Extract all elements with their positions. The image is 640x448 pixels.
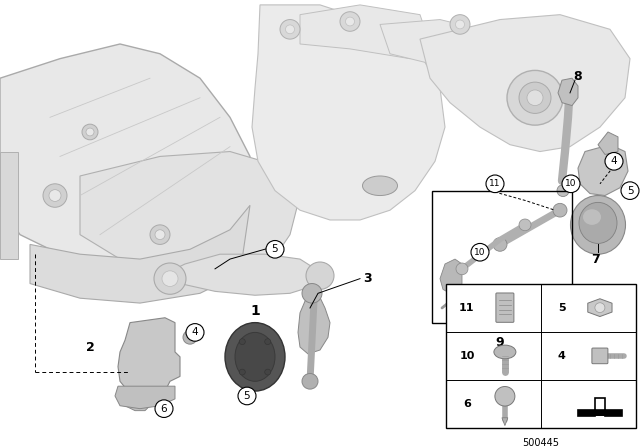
- Circle shape: [306, 262, 334, 289]
- Circle shape: [495, 387, 515, 406]
- Circle shape: [266, 241, 284, 258]
- Circle shape: [82, 124, 98, 140]
- Ellipse shape: [494, 345, 516, 359]
- Circle shape: [553, 203, 567, 217]
- Text: 6: 6: [463, 399, 471, 409]
- Circle shape: [486, 175, 504, 193]
- Circle shape: [155, 400, 173, 418]
- Circle shape: [280, 20, 300, 39]
- Bar: [578, 410, 622, 416]
- Circle shape: [238, 387, 256, 405]
- Circle shape: [557, 185, 569, 197]
- Circle shape: [162, 271, 178, 286]
- Circle shape: [519, 82, 551, 113]
- Circle shape: [519, 219, 531, 231]
- Circle shape: [186, 323, 204, 341]
- Polygon shape: [420, 15, 630, 151]
- Circle shape: [265, 369, 271, 375]
- Text: 8: 8: [573, 70, 582, 83]
- Ellipse shape: [235, 332, 275, 381]
- Polygon shape: [125, 391, 150, 411]
- Ellipse shape: [583, 209, 601, 225]
- Text: 11: 11: [489, 179, 500, 188]
- Circle shape: [86, 128, 94, 136]
- FancyBboxPatch shape: [592, 348, 608, 364]
- Circle shape: [302, 374, 318, 389]
- Text: 2: 2: [86, 340, 94, 353]
- Bar: [446, 284, 636, 428]
- Text: 4: 4: [192, 327, 198, 337]
- Text: 1: 1: [250, 304, 260, 318]
- Circle shape: [605, 152, 623, 170]
- Text: 7: 7: [591, 253, 600, 266]
- Ellipse shape: [570, 195, 625, 254]
- Circle shape: [302, 284, 322, 303]
- Text: 4: 4: [558, 351, 566, 361]
- Circle shape: [285, 25, 294, 34]
- Bar: [0, 151, 18, 259]
- Ellipse shape: [579, 202, 617, 243]
- Circle shape: [471, 243, 489, 261]
- Circle shape: [527, 90, 543, 106]
- Circle shape: [239, 369, 245, 375]
- Circle shape: [450, 15, 470, 34]
- Polygon shape: [115, 386, 175, 409]
- Circle shape: [265, 339, 271, 345]
- Text: 500445: 500445: [522, 438, 559, 448]
- Text: 5: 5: [272, 244, 278, 254]
- Circle shape: [456, 263, 468, 275]
- Text: 6: 6: [161, 404, 167, 414]
- Polygon shape: [598, 132, 618, 155]
- Ellipse shape: [362, 176, 397, 195]
- Circle shape: [154, 263, 186, 294]
- Polygon shape: [578, 145, 628, 195]
- Text: 10: 10: [565, 179, 577, 188]
- Text: 5: 5: [558, 303, 566, 313]
- Text: 10: 10: [460, 351, 475, 361]
- Circle shape: [340, 12, 360, 31]
- Circle shape: [507, 70, 563, 125]
- FancyBboxPatch shape: [496, 293, 514, 322]
- Text: 9: 9: [496, 336, 504, 349]
- Circle shape: [562, 175, 580, 193]
- Circle shape: [155, 230, 165, 240]
- Bar: [432, 191, 572, 323]
- Polygon shape: [440, 259, 462, 293]
- Circle shape: [49, 190, 61, 202]
- Circle shape: [346, 17, 355, 26]
- Circle shape: [239, 339, 245, 345]
- Polygon shape: [30, 205, 250, 303]
- Circle shape: [43, 184, 67, 207]
- Polygon shape: [0, 44, 250, 264]
- Polygon shape: [588, 299, 612, 317]
- Circle shape: [183, 331, 197, 344]
- Circle shape: [150, 225, 170, 245]
- Circle shape: [621, 182, 639, 199]
- Text: 3: 3: [364, 272, 372, 285]
- Circle shape: [456, 20, 465, 29]
- Polygon shape: [80, 151, 300, 279]
- Circle shape: [493, 237, 507, 251]
- Circle shape: [595, 303, 605, 313]
- Polygon shape: [252, 5, 445, 220]
- Text: 5: 5: [627, 185, 634, 196]
- Ellipse shape: [225, 323, 285, 391]
- Text: 10: 10: [474, 248, 486, 257]
- Polygon shape: [298, 289, 330, 354]
- Text: 5: 5: [244, 391, 250, 401]
- Polygon shape: [165, 254, 320, 295]
- Polygon shape: [558, 78, 578, 106]
- Text: 11: 11: [459, 303, 475, 313]
- Text: 4: 4: [611, 156, 618, 166]
- Polygon shape: [380, 20, 490, 69]
- Polygon shape: [502, 418, 508, 426]
- Polygon shape: [300, 5, 430, 59]
- Polygon shape: [118, 318, 180, 396]
